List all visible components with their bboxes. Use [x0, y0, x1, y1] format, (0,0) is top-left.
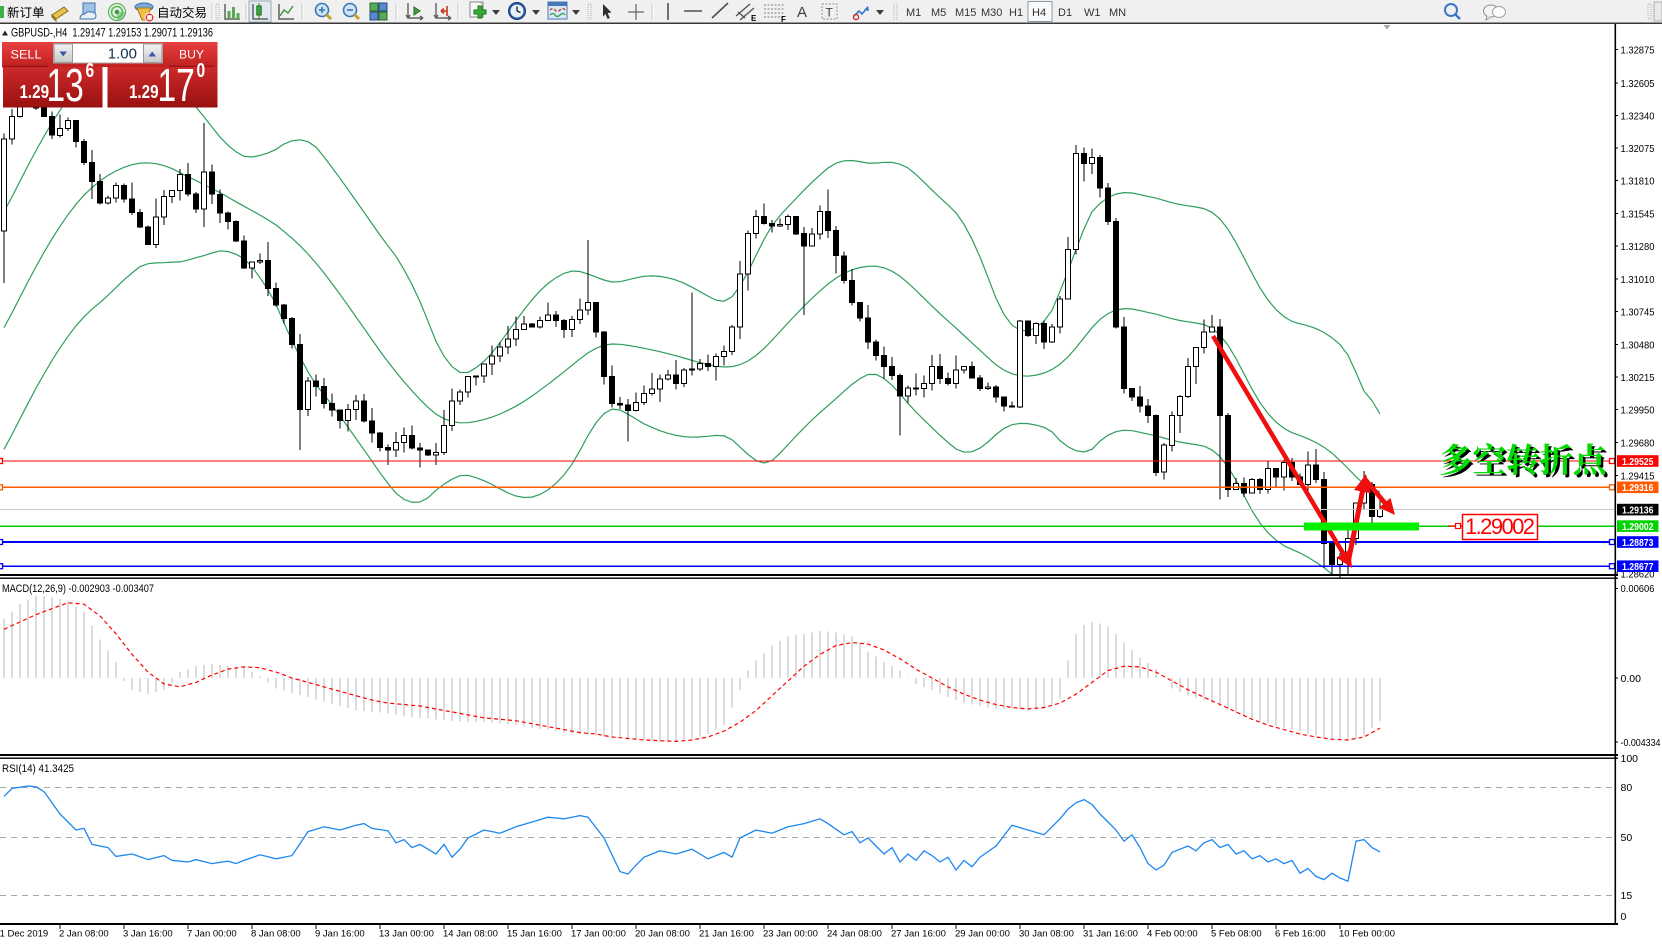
svg-text:17 Jan 00:00: 17 Jan 00:00	[571, 929, 626, 940]
svg-text:21 Jan 16:00: 21 Jan 16:00	[699, 929, 754, 940]
svg-text:100: 100	[1621, 753, 1639, 765]
svg-text:1.32875: 1.32875	[1621, 45, 1655, 57]
svg-text:3 Jan 16:00: 3 Jan 16:00	[123, 929, 173, 940]
svg-text:M30: M30	[981, 7, 1002, 19]
svg-text:5 Feb 08:00: 5 Feb 08:00	[1211, 929, 1262, 940]
svg-text:0: 0	[1621, 911, 1627, 923]
svg-text:T: T	[826, 6, 834, 20]
svg-text:1.28873: 1.28873	[1622, 538, 1654, 549]
svg-text:24 Jan 08:00: 24 Jan 08:00	[827, 929, 882, 940]
svg-text:SELL: SELL	[11, 48, 42, 62]
svg-text:1.31545: 1.31545	[1621, 208, 1655, 220]
svg-text:20 Jan 08:00: 20 Jan 08:00	[635, 929, 690, 940]
svg-text:1.00: 1.00	[108, 46, 137, 63]
svg-text:0.00: 0.00	[1621, 673, 1642, 685]
svg-text:-0.004334: -0.004334	[1621, 737, 1661, 749]
svg-text:D1: D1	[1058, 7, 1072, 19]
svg-text:1.30480: 1.30480	[1621, 339, 1655, 351]
svg-text:1.30745: 1.30745	[1621, 307, 1655, 319]
svg-text:29 Jan 00:00: 29 Jan 00:00	[955, 929, 1010, 940]
svg-text:E: E	[751, 14, 757, 23]
svg-text:50: 50	[1621, 832, 1633, 844]
svg-text:M5: M5	[931, 7, 946, 19]
svg-text:MACD(12,26,9) -0.002903 -0.003: MACD(12,26,9) -0.002903 -0.003407	[2, 583, 154, 595]
svg-text:1.29525: 1.29525	[1622, 457, 1654, 468]
svg-text:F: F	[781, 15, 786, 24]
svg-text:13 Jan 00:00: 13 Jan 00:00	[379, 929, 434, 940]
svg-text:1.29: 1.29	[129, 82, 159, 103]
svg-text:27 Jan 16:00: 27 Jan 16:00	[891, 929, 946, 940]
svg-text:1.28677: 1.28677	[1622, 562, 1654, 573]
svg-text:31 Dec 2019: 31 Dec 2019	[0, 929, 48, 940]
svg-text:10 Feb 00:00: 10 Feb 00:00	[1339, 929, 1395, 940]
svg-text:15 Jan 16:00: 15 Jan 16:00	[507, 929, 562, 940]
svg-text:1.32605: 1.32605	[1621, 78, 1655, 90]
svg-text:13: 13	[47, 60, 84, 111]
svg-text:1.29415: 1.29415	[1621, 470, 1655, 482]
svg-text:17: 17	[158, 60, 195, 111]
svg-text:15: 15	[1621, 890, 1633, 902]
svg-text:1.31810: 1.31810	[1621, 176, 1655, 188]
svg-text:1.29950: 1.29950	[1621, 405, 1655, 417]
svg-text:31 Jan 16:00: 31 Jan 16:00	[1083, 929, 1138, 940]
svg-text:7 Jan 00:00: 7 Jan 00:00	[187, 929, 237, 940]
svg-text:A: A	[797, 4, 807, 21]
svg-text:6: 6	[86, 59, 95, 81]
svg-text:1.31010: 1.31010	[1621, 274, 1655, 286]
svg-text:80: 80	[1621, 782, 1633, 794]
svg-text:M1: M1	[906, 7, 921, 19]
svg-text:H4: H4	[1032, 7, 1046, 19]
svg-text:BUY: BUY	[179, 48, 204, 62]
svg-text:14 Jan 08:00: 14 Jan 08:00	[443, 929, 498, 940]
svg-text:8 Jan 08:00: 8 Jan 08:00	[251, 929, 301, 940]
svg-text:GBPUSD-,H4 1.29147 1.29153 1.: GBPUSD-,H4 1.29147 1.29153 1.29071 1.291…	[11, 26, 213, 40]
svg-text:30 Jan 08:00: 30 Jan 08:00	[1019, 929, 1074, 940]
svg-text:2 Jan 08:00: 2 Jan 08:00	[59, 929, 109, 940]
svg-text:4 Feb 00:00: 4 Feb 00:00	[1147, 929, 1198, 940]
svg-text:0: 0	[197, 59, 206, 81]
svg-text:W1: W1	[1084, 7, 1101, 19]
svg-text:1.29136: 1.29136	[1622, 505, 1654, 516]
svg-text:9 Jan 16:00: 9 Jan 16:00	[315, 929, 365, 940]
svg-text:1.32075: 1.32075	[1621, 143, 1655, 155]
svg-text:1.29680: 1.29680	[1621, 438, 1655, 450]
svg-text:H1: H1	[1009, 7, 1023, 19]
svg-text:RSI(14) 41.3425: RSI(14) 41.3425	[2, 763, 74, 775]
svg-text:1.29002: 1.29002	[1465, 514, 1535, 539]
svg-text:MN: MN	[1109, 7, 1126, 19]
svg-text:1.30215: 1.30215	[1621, 372, 1655, 384]
svg-text:0.00606: 0.00606	[1621, 583, 1655, 595]
svg-text:23 Jan 00:00: 23 Jan 00:00	[763, 929, 818, 940]
svg-text:1.32340: 1.32340	[1621, 111, 1655, 123]
svg-text:1.29002: 1.29002	[1622, 522, 1654, 533]
svg-text:1.29316: 1.29316	[1622, 483, 1654, 494]
svg-text:1.29: 1.29	[20, 82, 50, 103]
svg-text:M15: M15	[955, 7, 976, 19]
svg-text:1.31280: 1.31280	[1621, 241, 1655, 253]
svg-text:6 Feb 16:00: 6 Feb 16:00	[1275, 929, 1326, 940]
